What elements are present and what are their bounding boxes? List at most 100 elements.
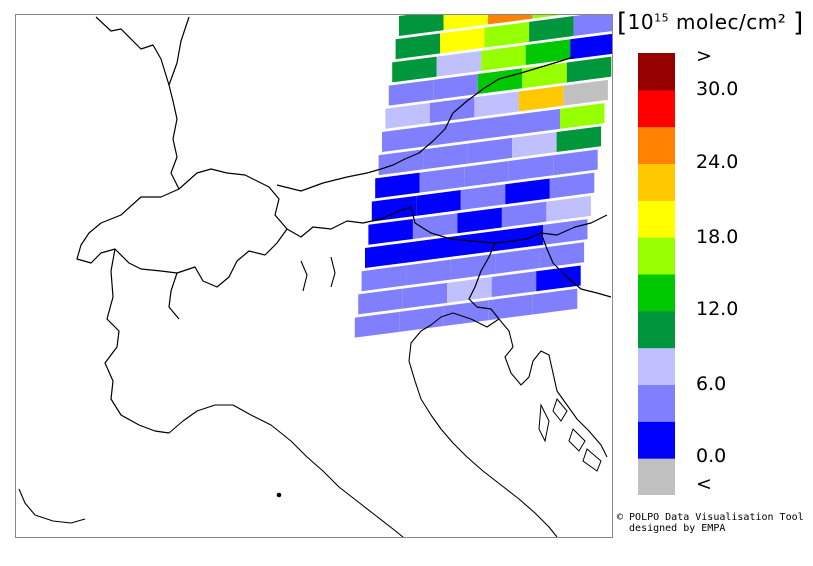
color-legend bbox=[638, 53, 675, 495]
legend-tick-label: 24.0 bbox=[696, 151, 739, 173]
border-benelux bbox=[95, 16, 170, 86]
swath-pixel bbox=[361, 265, 407, 292]
swath-pixel bbox=[365, 242, 410, 268]
credit-line-1: © POLPO Data Visualisation Tool bbox=[617, 512, 804, 523]
swath-pixel bbox=[433, 74, 478, 100]
swath-pixel bbox=[412, 213, 458, 240]
swath-pixel bbox=[549, 172, 595, 199]
swath-pixel bbox=[436, 50, 482, 77]
island-krk bbox=[552, 397, 568, 422]
swath-pixel bbox=[416, 190, 461, 216]
legend-bin bbox=[638, 347, 675, 385]
swath-pixel bbox=[371, 195, 417, 222]
swath-pixel bbox=[399, 15, 444, 36]
swath-pixel bbox=[454, 230, 499, 257]
swath-pixel bbox=[368, 219, 413, 245]
swath-pixel bbox=[556, 126, 602, 153]
swath-pixel bbox=[501, 201, 547, 228]
swath-pixel bbox=[426, 120, 471, 147]
map-panel bbox=[15, 14, 613, 538]
swath-pixel bbox=[450, 253, 496, 280]
island-pag bbox=[582, 448, 602, 472]
legend-tick-label: > bbox=[696, 45, 712, 67]
coast-ligurian bbox=[168, 404, 404, 537]
legend-bin bbox=[638, 310, 675, 349]
swath-pixel bbox=[512, 132, 557, 158]
legend-bin bbox=[638, 126, 675, 164]
coast-adriatic-west bbox=[408, 312, 558, 537]
swath-pixel bbox=[532, 15, 561, 19]
legend-bin bbox=[638, 274, 675, 312]
swath-pixel bbox=[395, 33, 441, 60]
border-italy-north bbox=[168, 272, 180, 320]
legend-bin bbox=[638, 237, 675, 275]
border-france-germany bbox=[168, 16, 190, 190]
legend-bin bbox=[638, 163, 675, 201]
swath-pixel bbox=[382, 126, 427, 152]
swath-pixel bbox=[419, 166, 465, 193]
swath-pixel bbox=[440, 27, 485, 54]
swath-pixel bbox=[536, 265, 581, 292]
border-slovenia-croatia bbox=[540, 232, 612, 298]
swath-pixel bbox=[402, 282, 448, 309]
swath-pixel bbox=[566, 56, 612, 83]
swath-pixel bbox=[375, 172, 420, 199]
swath-pixel bbox=[392, 56, 437, 83]
coast-alpine-lakes bbox=[300, 256, 336, 292]
swath-pixel bbox=[488, 15, 533, 25]
border-switzerland bbox=[76, 168, 288, 288]
swath-pixel bbox=[443, 300, 489, 327]
swath-pixel bbox=[481, 45, 526, 71]
no2-satellite-swath bbox=[354, 15, 612, 338]
swath-pixel bbox=[423, 143, 468, 170]
swath-pixel bbox=[477, 68, 523, 95]
swath-pixel bbox=[457, 207, 502, 234]
legend-tick-label: 6.0 bbox=[696, 373, 727, 395]
credit-line-2: designed by EMPA bbox=[617, 523, 726, 534]
country-borders bbox=[76, 16, 612, 434]
swath-pixel bbox=[498, 224, 543, 251]
swath-pixel bbox=[570, 33, 612, 60]
swath-pixel bbox=[406, 259, 451, 286]
legend-bin bbox=[638, 200, 675, 238]
border-italy-slovenia bbox=[468, 242, 500, 320]
units-label: [1015 molec/cm² ] bbox=[617, 8, 804, 38]
legend-tick-label: 18.0 bbox=[696, 226, 739, 248]
swath-pixel bbox=[508, 155, 554, 182]
coastlines bbox=[18, 256, 608, 537]
credit-text: © POLPO Data Visualisation Tool designed… bbox=[617, 512, 804, 534]
swath-pixel bbox=[385, 103, 430, 129]
island-dot bbox=[276, 492, 282, 498]
island-rab bbox=[568, 428, 586, 452]
swath-pixel bbox=[409, 236, 454, 263]
swath-pixel bbox=[460, 184, 506, 211]
swath-pixel bbox=[399, 306, 444, 332]
swath-pixel bbox=[573, 15, 612, 37]
legend-tick-label: 12.0 bbox=[696, 298, 739, 320]
swath-pixel bbox=[464, 161, 509, 187]
swath-pixel bbox=[471, 114, 516, 141]
swath-pixel bbox=[388, 79, 434, 106]
swath-pixel bbox=[495, 248, 540, 274]
legend-bin bbox=[638, 421, 675, 459]
swath-pixel bbox=[447, 277, 492, 303]
border-austria-germany bbox=[276, 56, 574, 192]
swath-pixel bbox=[560, 103, 605, 129]
swath-pixel bbox=[553, 149, 598, 176]
legend-tick-label: < bbox=[696, 473, 712, 495]
swath-pixel bbox=[358, 288, 403, 315]
border-austria-south bbox=[286, 206, 608, 244]
island-cres bbox=[538, 403, 550, 443]
legend-bin bbox=[638, 89, 675, 128]
swath-pixel bbox=[518, 85, 564, 112]
swath-pixel bbox=[378, 149, 424, 176]
swath-pixel bbox=[443, 15, 488, 31]
swath-pixel bbox=[525, 39, 571, 66]
swath-pixel bbox=[515, 108, 560, 135]
swath-pixel bbox=[505, 178, 550, 205]
swath-pixel bbox=[546, 195, 591, 222]
islands bbox=[276, 397, 602, 498]
border-france-italy bbox=[104, 248, 170, 434]
swath-pixel bbox=[474, 91, 519, 118]
coast-istria bbox=[498, 318, 608, 458]
